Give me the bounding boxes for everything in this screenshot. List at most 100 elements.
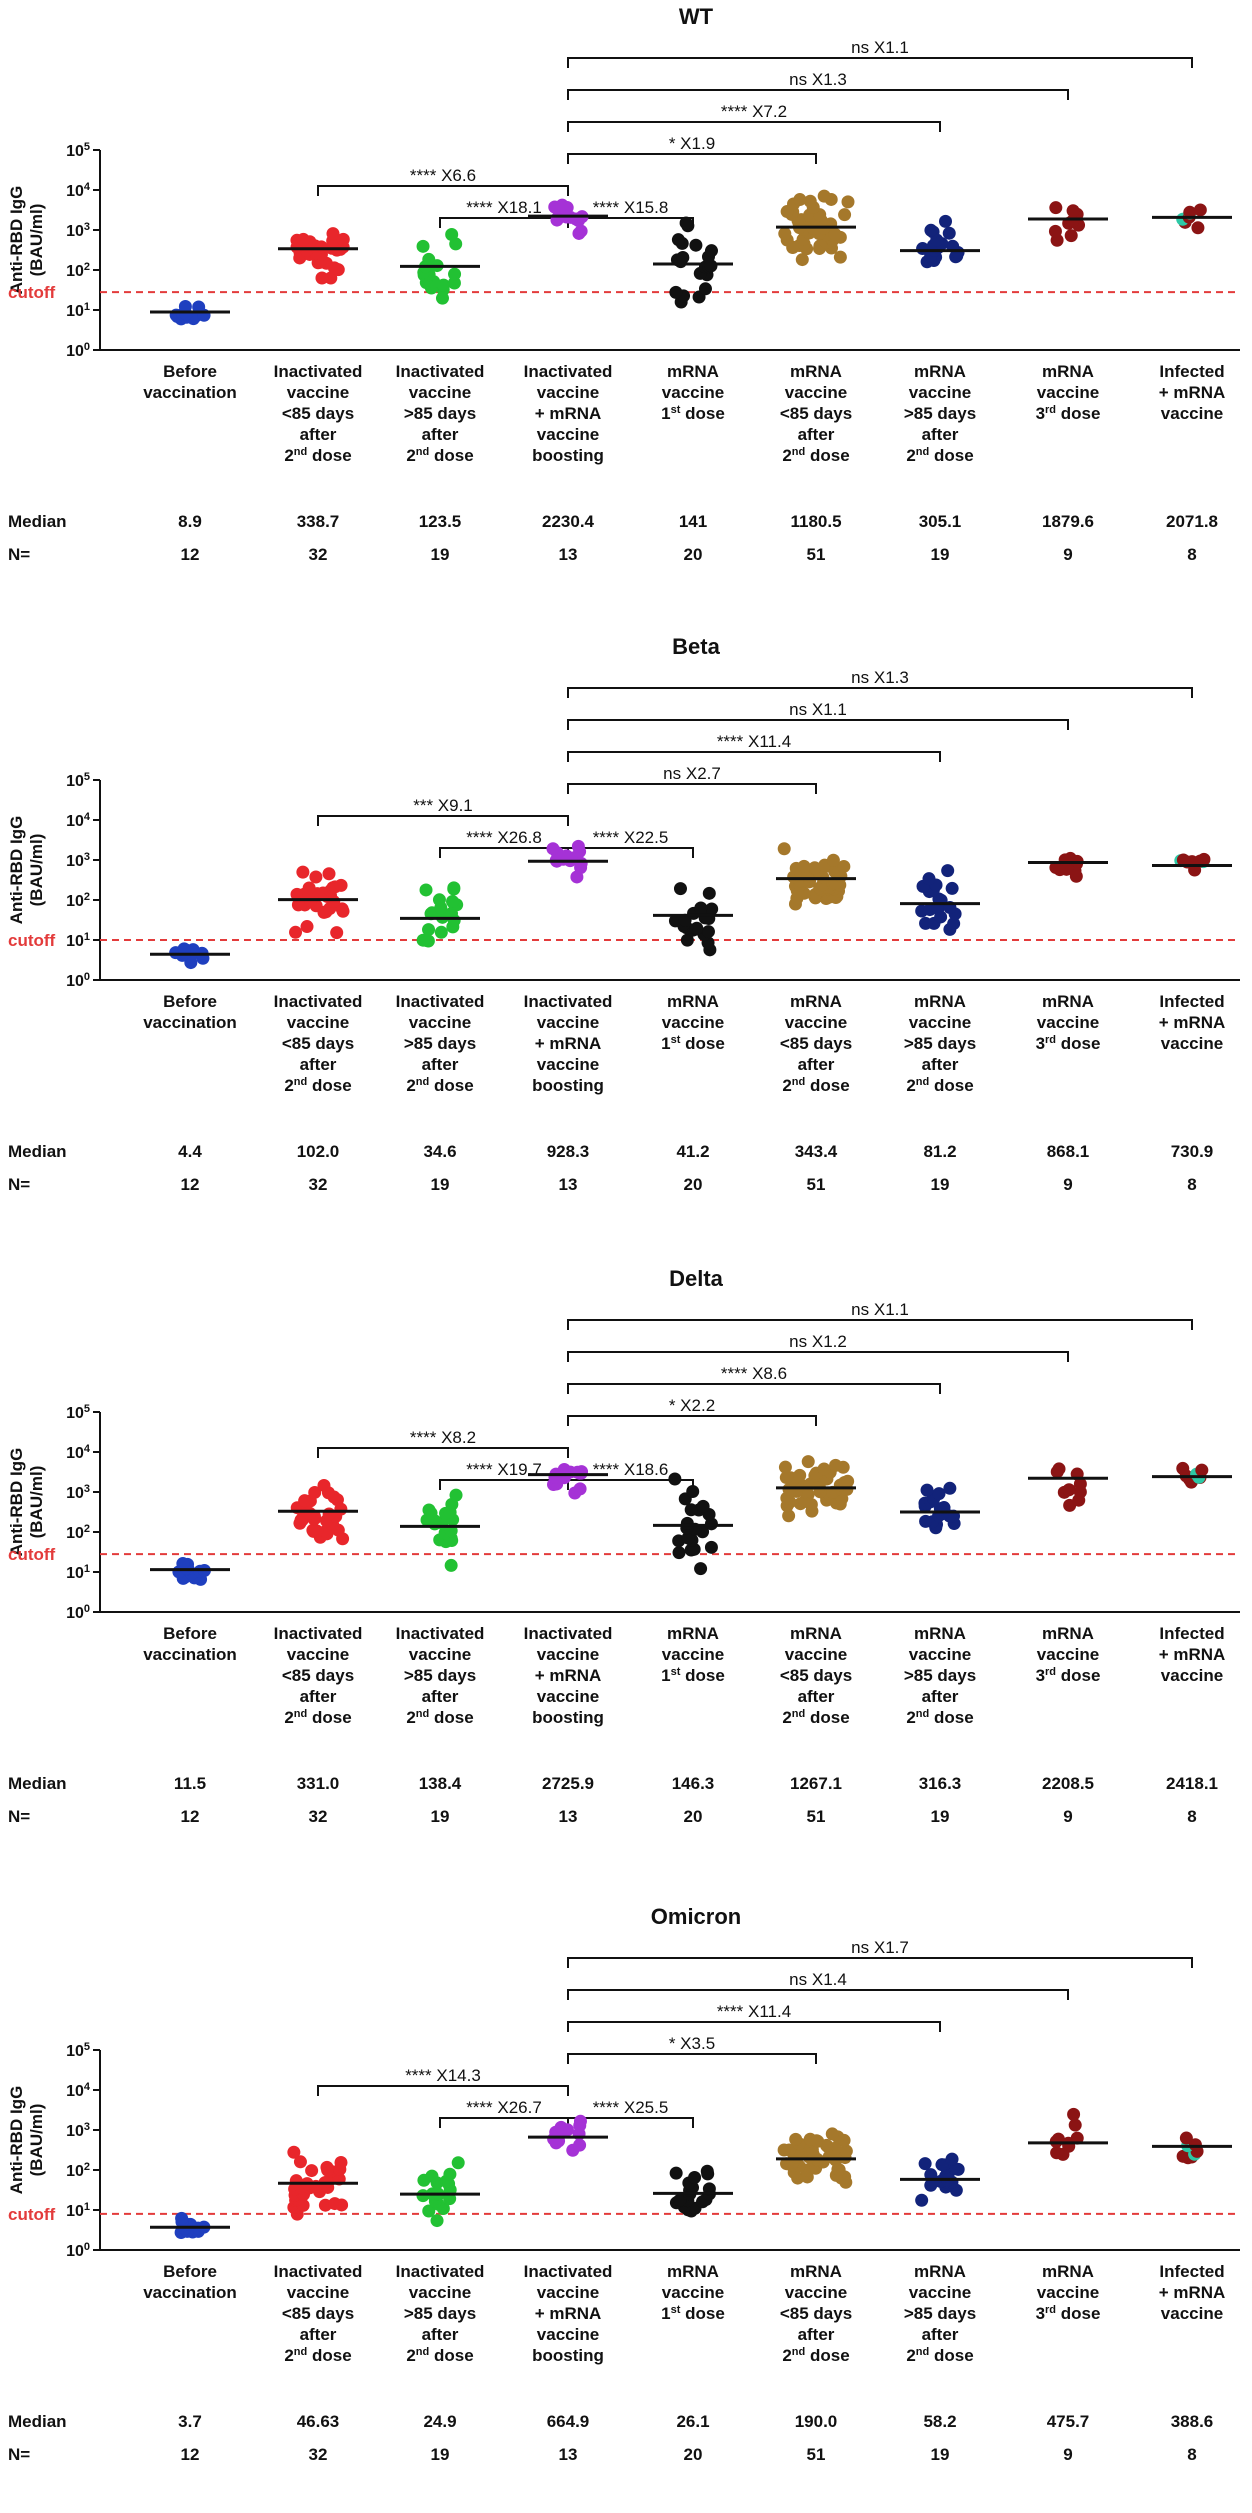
category-label: vaccination — [143, 1645, 237, 1664]
n-row-label: N= — [8, 2445, 30, 2464]
data-point — [422, 2204, 436, 2218]
y-tick-label: 101 — [66, 2201, 90, 2220]
category-label: Before — [163, 1624, 217, 1643]
comparison-label: **** X15.8 — [593, 198, 669, 217]
data-point — [1060, 862, 1074, 876]
n-row-label: N= — [8, 1807, 30, 1826]
data-point — [841, 1474, 855, 1488]
n-value: 19 — [931, 1175, 950, 1194]
category-label: 2nd dose — [782, 1076, 849, 1095]
median-value: 928.3 — [547, 1142, 590, 1161]
category-label: 3rd dose — [1036, 2304, 1101, 2323]
median-value: 46.63 — [297, 2412, 340, 2431]
category-label: + mRNA — [535, 2304, 602, 2323]
data-point — [1066, 204, 1080, 218]
median-value: 331.0 — [297, 1774, 340, 1793]
category-label: <85 days — [780, 1666, 852, 1685]
y-tick-label: 100 — [66, 2241, 90, 2260]
comparison-bracket — [567, 687, 1193, 698]
category-label: Before — [163, 362, 217, 381]
median-value: 388.6 — [1171, 2412, 1214, 2431]
data-point — [1067, 2107, 1081, 2121]
data-point — [839, 2144, 853, 2158]
data-point — [680, 933, 694, 947]
category-label: vaccine — [287, 2283, 349, 2302]
y-tick-label: 100 — [66, 1603, 90, 1622]
data-point — [177, 942, 191, 956]
data-point — [289, 2174, 303, 2188]
category-label: boosting — [532, 446, 604, 465]
data-point — [829, 1458, 843, 1472]
n-value: 8 — [1187, 2445, 1196, 2464]
data-point — [694, 901, 708, 915]
comparison-label: **** X7.2 — [721, 102, 787, 121]
comparison-label: * X2.2 — [669, 1396, 715, 1415]
data-point — [779, 1471, 793, 1485]
n-value: 9 — [1063, 2445, 1072, 2464]
category-label: Inactivated — [524, 2262, 613, 2281]
n-value: 8 — [1187, 1807, 1196, 1826]
category-label: 3rd dose — [1036, 404, 1101, 423]
median-value: 81.2 — [923, 1142, 956, 1161]
comparison-label: **** X8.2 — [410, 1428, 476, 1447]
data-point — [690, 921, 704, 935]
data-point — [1050, 2146, 1064, 2160]
category-label: mRNA — [914, 362, 966, 381]
comparison-bracket — [567, 1415, 817, 1426]
comparison-label: **** X22.5 — [593, 828, 669, 847]
category-label: vaccine — [537, 383, 599, 402]
data-point — [573, 2138, 587, 2152]
data-point — [444, 1558, 458, 1572]
data-point — [322, 867, 336, 881]
category-label: Inactivated — [396, 992, 485, 1011]
category-label: Inactivated — [274, 362, 363, 381]
comparison-bracket — [567, 1989, 1069, 2000]
category-label: vaccine — [537, 1687, 599, 1706]
category-label: mRNA — [667, 992, 719, 1011]
category-label: vaccine — [785, 1645, 847, 1664]
y-tick-label: 101 — [66, 1563, 90, 1582]
comparison-bracket — [567, 751, 941, 762]
y-axis-label: Anti-RBD IgG(BAU/ml) — [7, 186, 46, 295]
data-point — [306, 1523, 320, 1537]
y-tick-label: 104 — [66, 1443, 91, 1462]
comparison-label: **** X8.6 — [721, 1364, 787, 1383]
median-value: 58.2 — [923, 2412, 956, 2431]
n-value: 51 — [807, 545, 826, 564]
data-point — [828, 227, 842, 241]
data-point — [825, 2127, 839, 2141]
y-tick-label: 104 — [66, 811, 91, 830]
data-point — [778, 1460, 792, 1474]
data-point — [335, 902, 349, 916]
n-row-label: N= — [8, 545, 30, 564]
data-point — [1176, 1461, 1190, 1475]
panel-wt: WT ns X1.1ns X1.3**** X7.2 * X1.9 **** X6.6… — [7, 4, 1240, 564]
cutoff-label: cutoff — [8, 2205, 56, 2224]
median-value: 11.5 — [174, 1774, 206, 1793]
category-label: vaccine — [287, 1013, 349, 1032]
category-label: vaccine — [287, 383, 349, 402]
data-point — [1191, 221, 1205, 235]
category-label: 2nd dose — [284, 446, 351, 465]
n-value: 9 — [1063, 545, 1072, 564]
median-value: 138.4 — [419, 1774, 462, 1793]
category-label: 2nd dose — [782, 446, 849, 465]
data-point — [1176, 2149, 1190, 2163]
data-point — [924, 223, 938, 237]
category-label: after — [300, 1055, 337, 1074]
data-point — [557, 1462, 571, 1476]
category-label: after — [798, 1055, 835, 1074]
median-value: 1879.6 — [1042, 512, 1094, 531]
data-point — [322, 1507, 336, 1521]
category-label: <85 days — [282, 1666, 354, 1685]
data-point — [679, 216, 693, 230]
data-point — [671, 233, 685, 247]
category-label: Inactivated — [396, 2262, 485, 2281]
n-value: 19 — [431, 1175, 450, 1194]
n-value: 19 — [431, 1807, 450, 1826]
category-label: 1st dose — [661, 1034, 725, 1053]
data-point — [793, 1468, 807, 1482]
comparison-label: **** X11.4 — [717, 732, 791, 751]
category-label: vaccine — [909, 2283, 971, 2302]
category-label: vaccine — [409, 2283, 471, 2302]
